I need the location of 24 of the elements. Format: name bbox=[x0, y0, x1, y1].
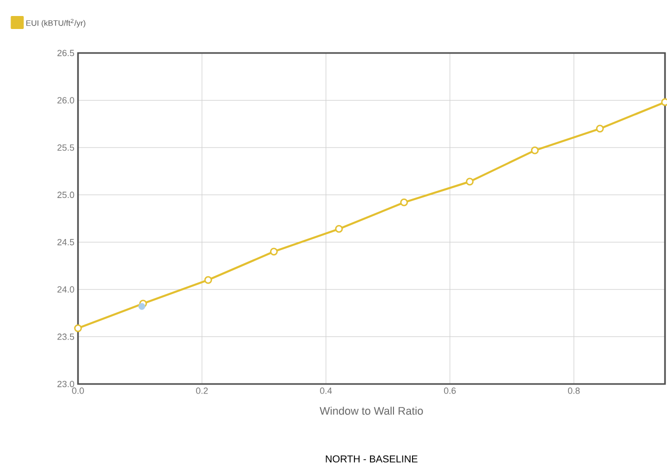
x-tick-label: 0.8 bbox=[568, 388, 580, 394]
point bbox=[270, 248, 278, 256]
x-tick-label: 0.6 bbox=[444, 388, 456, 394]
x-tick-label: 0.2 bbox=[196, 388, 208, 394]
y-tick-label: 24.0 bbox=[57, 286, 74, 293]
point bbox=[204, 276, 212, 284]
text: NORTH - BASELINE bbox=[326, 455, 418, 462]
point bbox=[335, 225, 343, 233]
point bbox=[596, 124, 604, 133]
y-tick-label: 24.5 bbox=[57, 238, 74, 246]
y-tick-label: 26.0 bbox=[57, 97, 74, 104]
x-axis-title: Window to Wall Ratio bbox=[320, 406, 423, 415]
y-tick-label: 23.5 bbox=[57, 334, 74, 340]
point bbox=[138, 303, 146, 310]
point bbox=[400, 198, 408, 206]
y-tick-label: 26.5 bbox=[57, 50, 74, 56]
point bbox=[530, 146, 539, 154]
x-tick-label: 0.0 bbox=[72, 388, 84, 394]
y-tick-label: 25.0 bbox=[57, 192, 74, 198]
y-tick-label: 23.0 bbox=[57, 380, 74, 388]
x-tick-label: 0.4 bbox=[320, 388, 332, 394]
y-tick-label: 25.5 bbox=[57, 144, 74, 151]
point bbox=[466, 178, 474, 186]
point bbox=[74, 324, 82, 332]
